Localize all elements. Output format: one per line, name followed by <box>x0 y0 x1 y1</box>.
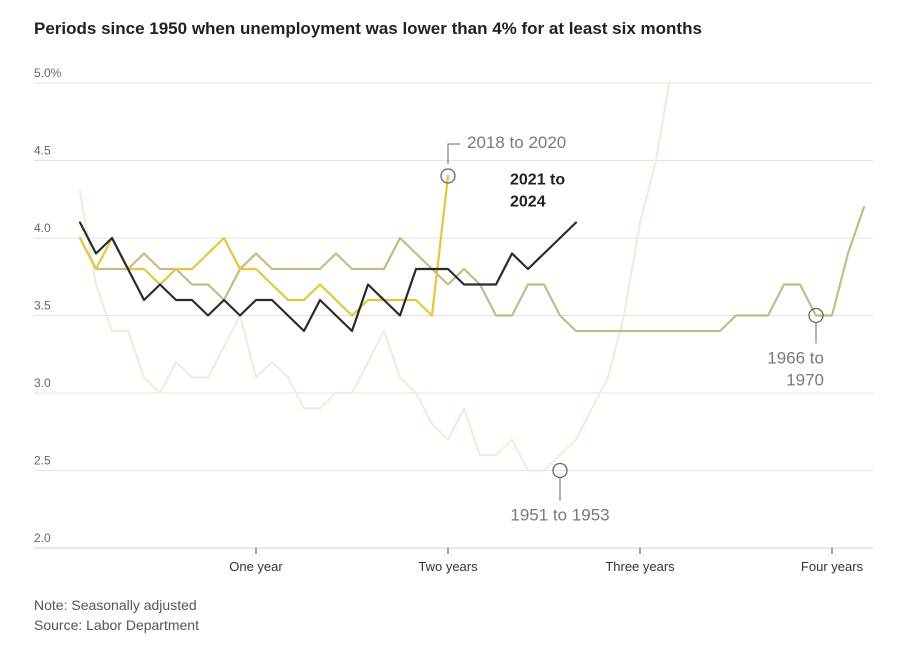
chart-note: Note: Seasonally adjusted <box>34 597 197 613</box>
y-tick-label: 2.5 <box>34 454 51 468</box>
x-tick-label: Four years <box>801 559 864 574</box>
annotation-1966-to-1970: 1966 to 1970 <box>767 307 824 390</box>
y-tick-label: 4.5 <box>34 144 51 158</box>
series-line-1951-to-1953 <box>78 80 671 472</box>
annotation-leader-line <box>447 143 460 164</box>
annotation-label: 2018 to 2020 <box>467 133 566 152</box>
x-tick-label: Two years <box>418 559 478 574</box>
y-tick-label: 3.0 <box>34 376 51 390</box>
x-tick-label: Three years <box>605 559 675 574</box>
annotation-label: 1966 to <box>767 349 824 368</box>
annotation-marker <box>552 462 568 479</box>
series-line-2018-to-2020 <box>78 174 450 317</box>
annotation-1951-to-1953: 1951 to 1953 <box>510 462 610 525</box>
annotation-marker <box>440 168 456 184</box>
y-tick-label: 2.0 <box>34 531 51 545</box>
x-axis: One year Two years Three years Four years <box>229 548 864 574</box>
annotation-2021-to-2024: 2021 to 2024 <box>510 172 565 211</box>
series-lines <box>78 80 866 472</box>
y-axis-tick-labels: 2.0 2.5 3.0 3.5 4.0 4.5 5.0% <box>34 66 62 545</box>
annotation-label: 2021 to <box>510 172 565 189</box>
annotation-marker <box>808 307 824 324</box>
y-tick-label: 3.5 <box>34 299 51 313</box>
gridlines <box>34 82 873 549</box>
annotation-label: 1970 <box>786 371 824 390</box>
annotation-2018-to-2020: 2018 to 2020 <box>440 133 566 184</box>
x-tick-label: One year <box>229 559 283 574</box>
series-line-1966-to-1970 <box>78 205 866 333</box>
annotation-label: 1951 to 1953 <box>510 506 609 525</box>
series-line-2021-to-2024 <box>78 221 578 333</box>
y-tick-label: 4.0 <box>34 221 51 235</box>
chart-title: Periods since 1950 when unemployment was… <box>34 19 702 38</box>
annotation-label: 2024 <box>510 194 546 211</box>
annotations: 2018 to 2020 2021 to 2024 1951 to 1953 1966 … <box>440 133 824 525</box>
y-tick-label: 5.0% <box>34 66 62 80</box>
chart-source: Source: Labor Department <box>34 617 199 633</box>
chart-footer: Note: Seasonally adjusted Source: Labor … <box>34 595 199 635</box>
